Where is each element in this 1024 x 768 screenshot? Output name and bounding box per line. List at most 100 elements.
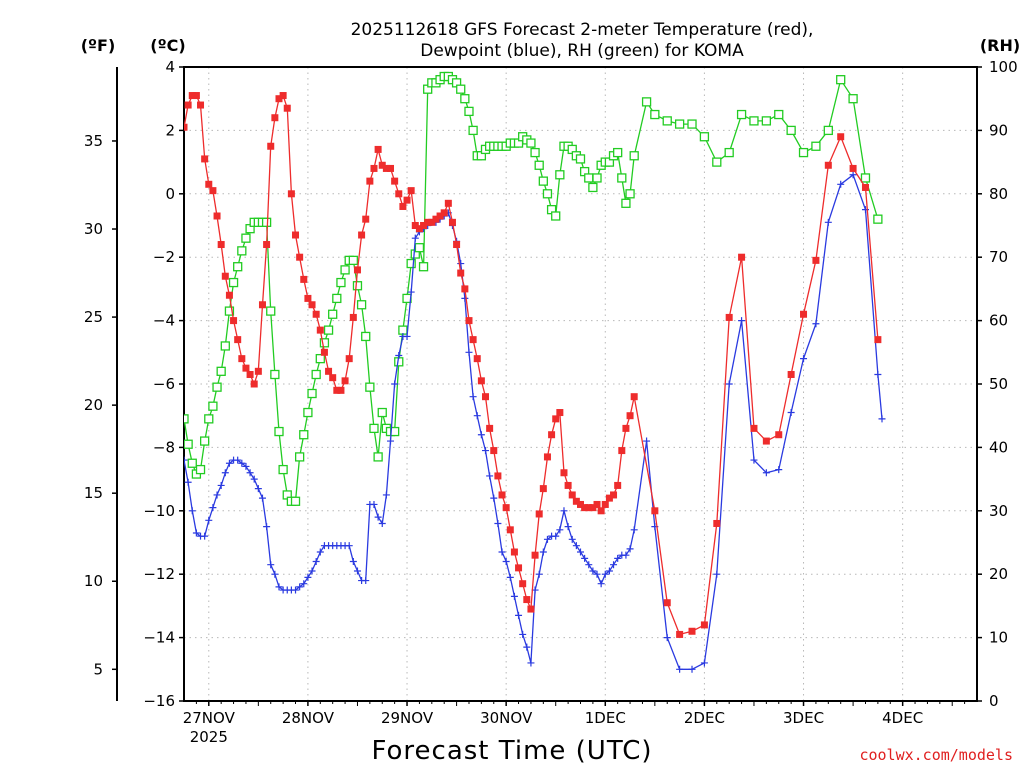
rh-tick-label: 0	[989, 692, 999, 710]
temperature-point	[465, 317, 473, 325]
rh-point	[724, 147, 734, 158]
temperature-point	[283, 104, 291, 112]
rh-point	[356, 300, 367, 310]
rh-point	[418, 262, 429, 272]
rh-tick-label: 90	[989, 121, 1008, 139]
dewpoint-point	[878, 415, 886, 423]
rh-tick-label: 60	[989, 312, 1008, 330]
dewpoint-point	[812, 320, 820, 328]
rh-point	[278, 464, 288, 475]
celsius-tick-label: −4	[153, 312, 175, 330]
dewpoint-point	[378, 519, 386, 527]
dewpoint-point	[597, 580, 605, 588]
rh-point	[860, 173, 871, 183]
celsius-axis: 4 2 0 −2 −4 −6 −8 −10 −12 −14 −16	[143, 58, 184, 710]
dewpoint-point	[403, 332, 411, 340]
dewpoint-point	[275, 583, 283, 591]
temperature-point	[601, 500, 609, 508]
rh-point	[786, 125, 796, 136]
fahrenheit-tick-label: 5	[93, 660, 103, 678]
temperature-point	[448, 218, 456, 226]
temperature-point	[420, 222, 428, 229]
time-tick-label: 3DEC	[783, 709, 824, 727]
dewpoint-point	[494, 519, 502, 527]
celsius-tick-label: −6	[153, 375, 175, 393]
dewpoint-point	[221, 469, 229, 477]
rh-point	[613, 147, 623, 158]
temperature-point	[221, 272, 229, 280]
dewpoint-point	[486, 472, 494, 480]
dewpoint-point	[411, 234, 419, 242]
series-line	[184, 94, 879, 636]
dewpoint-point	[577, 548, 584, 556]
dewpoint-point	[676, 665, 684, 673]
rh-point	[328, 309, 338, 319]
time-tick-label: 27NOV	[183, 709, 236, 727]
temperature-point	[568, 491, 576, 499]
credit-link[interactable]: coolwx.com/models	[859, 746, 1013, 764]
dewpoint-point	[643, 437, 651, 445]
temperature-point	[477, 377, 485, 385]
dewpoint-point	[349, 558, 357, 566]
rh-unit-label: (RH)	[980, 36, 1020, 55]
rh-point	[761, 116, 772, 126]
temperature-point	[329, 374, 337, 382]
rh-point	[216, 366, 226, 376]
time-tick-label: 29NOV	[381, 709, 434, 727]
temperature-point	[535, 510, 543, 518]
rh-point	[241, 233, 251, 243]
temperature-point	[486, 424, 494, 432]
dewpoint-point	[391, 380, 399, 388]
dewpoint-point	[849, 171, 857, 179]
dewpoint-point	[614, 554, 622, 562]
dewpoint-point	[787, 409, 795, 417]
temperature-point	[457, 269, 465, 277]
rh-point	[687, 119, 697, 129]
temperature-point	[304, 294, 312, 302]
chart-title-line-1: 2025112618 GFS Forecast 2-meter Temperat…	[351, 20, 814, 40]
dewpoint-point	[700, 659, 708, 667]
dewpoint-point	[469, 393, 477, 401]
temperature-point	[238, 355, 246, 363]
temperature-point	[548, 431, 556, 439]
celsius-tick-label: 0	[165, 185, 175, 203]
dewpoint-point	[519, 630, 527, 638]
temperature-point	[874, 336, 882, 344]
dewpoint-point	[556, 526, 564, 534]
dewpoint-point	[535, 570, 543, 578]
temperature-point	[527, 605, 535, 613]
temperature-point	[849, 164, 857, 172]
temperature-point	[382, 164, 390, 172]
dewpoint-point	[246, 469, 254, 477]
temperature-point	[812, 256, 820, 264]
dewpoint-point	[395, 351, 403, 359]
dewpoint-point	[527, 659, 535, 667]
temperature-point	[292, 231, 300, 239]
celsius-tick-label: −2	[153, 248, 175, 266]
rh-point	[290, 496, 301, 506]
chart-title-line-2: Dewpoint (blue), RH (green) for KOMA	[420, 41, 744, 61]
temperature-point	[263, 241, 271, 249]
temperature-point	[312, 310, 320, 318]
dewpoint-point	[345, 542, 353, 550]
dewpoint-point	[564, 523, 572, 531]
dewpoint-point	[824, 218, 832, 226]
rh-point	[270, 369, 280, 380]
temperature-point	[258, 301, 266, 309]
temperature-point	[234, 336, 242, 344]
temperature-point	[358, 231, 366, 239]
rh-point	[662, 116, 672, 126]
rh-point	[195, 464, 206, 475]
series-open-square-group	[184, 71, 883, 506]
temperature-point	[738, 253, 746, 261]
rh-point	[274, 426, 284, 437]
rh-point	[233, 262, 243, 272]
temperature-point	[482, 393, 490, 401]
dewpoint-point	[601, 570, 609, 578]
temperature-point	[279, 92, 287, 100]
temperature-point	[589, 504, 597, 512]
dewpoint-point	[258, 494, 266, 502]
rh-point	[621, 198, 631, 208]
dewpoint-point	[362, 577, 370, 585]
